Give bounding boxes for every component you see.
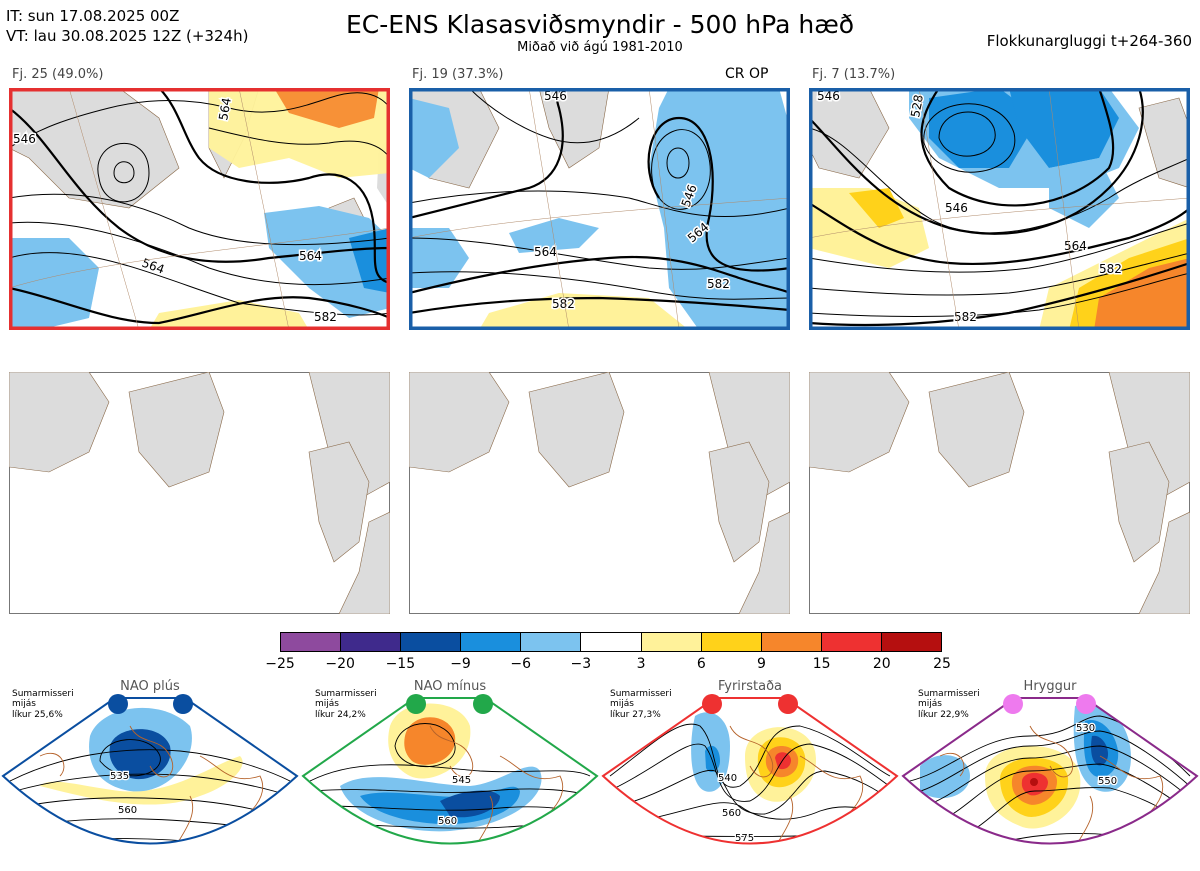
contour-label: 582 bbox=[314, 310, 337, 324]
regime-prob: líkur 24,2% bbox=[315, 710, 366, 720]
colorbar-swatch bbox=[581, 633, 642, 651]
base-map-3 bbox=[809, 372, 1190, 614]
regime-prob: líkur 25,6% bbox=[12, 710, 63, 720]
regime-name: Hryggur bbox=[1024, 679, 1078, 694]
regime-season: Sumarmisseri bbox=[12, 689, 74, 699]
regime-contour-label: 575 bbox=[1092, 839, 1111, 850]
colorbar-swatch bbox=[821, 633, 882, 651]
colorbar-tick: 9 bbox=[757, 656, 766, 672]
panel-2-op-label: CR OP bbox=[725, 66, 769, 82]
regime-contour-label: 575 bbox=[735, 833, 754, 844]
regime-prob: líkur 27,3% bbox=[610, 710, 661, 720]
regime-contour-label: 560 bbox=[722, 808, 741, 819]
regime-freq: mijás bbox=[12, 699, 36, 709]
contour-label: 564 bbox=[216, 97, 234, 122]
colorbar-tick: −25 bbox=[265, 656, 295, 672]
contour-label: 582 bbox=[1099, 262, 1122, 276]
regime-freq: mijás bbox=[918, 699, 942, 709]
regime-nao-plus: 535 560 NAO plús Sumarmisseri mijás líku… bbox=[1, 679, 299, 845]
colorbar-swatch bbox=[341, 633, 402, 651]
colorbar-swatch bbox=[701, 633, 762, 651]
colorbar-tick: −3 bbox=[570, 656, 592, 672]
regime-freq: mijás bbox=[315, 699, 339, 709]
regime-contour-label: 575 bbox=[448, 850, 467, 861]
regime-contour-label: 540 bbox=[718, 773, 737, 784]
colorbar-tick: −6 bbox=[510, 656, 532, 672]
regime-name: NAO plús bbox=[120, 679, 180, 694]
colorbar-swatch bbox=[641, 633, 702, 651]
colorbar-swatch bbox=[761, 633, 822, 651]
regime-season: Sumarmisseri bbox=[918, 689, 980, 699]
base-map-2 bbox=[409, 372, 790, 614]
contour-label: 546 bbox=[945, 201, 968, 215]
contour-label: 546 bbox=[13, 132, 36, 146]
regime-dot bbox=[778, 694, 798, 714]
contour-label: 546 bbox=[817, 89, 840, 103]
panel-3-label: Fj. 7 (13.7%) bbox=[812, 67, 896, 82]
panel-1-label: Fj. 25 (49.0%) bbox=[12, 67, 104, 82]
colorbar bbox=[280, 632, 942, 652]
regime-dot bbox=[702, 694, 722, 714]
regime-dot bbox=[406, 694, 426, 714]
contour-label: 582 bbox=[954, 310, 977, 324]
colorbar-swatch bbox=[401, 633, 462, 651]
header-info: IT: sun 17.08.2025 00Z VT: lau 30.08.202… bbox=[6, 6, 248, 46]
contour-label: 546 bbox=[544, 89, 567, 103]
colorbar-tick: 20 bbox=[872, 656, 891, 672]
regime-prob: líkur 22,9% bbox=[918, 710, 969, 720]
regime-season: Sumarmisseri bbox=[610, 689, 672, 699]
colorbar-tick: −20 bbox=[325, 656, 355, 672]
regime-fyrirstada: 540 560 575 Fyrirstaða Sumarmisseri mijá… bbox=[601, 679, 899, 845]
colorbar-tick: −9 bbox=[450, 656, 471, 672]
regime-contour-label: 545 bbox=[452, 775, 471, 786]
colorbar-ticks: −25 −20 −15 −9 −6 −3 3 6 9 15 20 25 bbox=[265, 656, 951, 674]
regime-name: Fyrirstaða bbox=[718, 679, 782, 694]
contour-label: 528 bbox=[908, 94, 926, 119]
regime-dot bbox=[1003, 694, 1023, 714]
cluster-map-2: 546 546 564 564 582 582 bbox=[409, 88, 790, 330]
colorbar-swatch bbox=[281, 633, 342, 651]
regime-contour-label: 550 bbox=[1098, 776, 1117, 787]
regime-contour-label: 560 bbox=[438, 816, 457, 827]
valid-time: VT: lau 30.08.2025 12Z (+324h) bbox=[6, 27, 249, 45]
colorbar-tick: 6 bbox=[696, 656, 706, 672]
regime-nao-minus: 545 560 575 NAO mínus Sumarmisseri mijás… bbox=[301, 679, 599, 861]
base-map-1 bbox=[9, 372, 390, 614]
contour-label: 582 bbox=[707, 277, 730, 291]
regime-hryggur: 530 550 575 Hryggur Sumarmisseri mijás l… bbox=[901, 679, 1199, 850]
regime-dot bbox=[1076, 694, 1096, 714]
contour-label: 564 bbox=[1064, 239, 1087, 253]
regime-freq: mijás bbox=[610, 699, 634, 709]
page-title: EC-ENS Klasasviðsmyndir - 500 hPa hæð bbox=[345, 10, 855, 39]
colorbar-tick: −15 bbox=[385, 656, 416, 672]
colorbar-tick: 15 bbox=[812, 656, 831, 672]
regime-dot bbox=[473, 694, 493, 714]
regime-name: NAO mínus bbox=[414, 679, 487, 694]
colorbar-swatch bbox=[521, 633, 582, 651]
panel-2-label: Fj. 19 (37.3%) bbox=[412, 67, 504, 82]
regime-contour-label: 535 bbox=[110, 771, 129, 782]
page-subtitle: Miðað við ágú 1981-2010 bbox=[517, 40, 683, 55]
colorbar-swatch bbox=[461, 633, 522, 651]
cluster-map-3: 546 528 546 564 582 582 bbox=[809, 88, 1190, 330]
colorbar-tick: 3 bbox=[636, 656, 646, 672]
colorbar-swatch bbox=[881, 633, 942, 651]
regime-contour-label: 560 bbox=[118, 805, 137, 816]
init-time: IT: sun 17.08.2025 00Z bbox=[6, 7, 180, 25]
regime-contour-label: 530 bbox=[1076, 723, 1095, 734]
regime-season: Sumarmisseri bbox=[315, 689, 377, 699]
contour-label: 564 bbox=[299, 249, 322, 263]
contour-label: 564 bbox=[534, 245, 557, 259]
contour-label: 582 bbox=[552, 297, 575, 311]
regime-dot bbox=[173, 694, 193, 714]
regime-dot bbox=[108, 694, 128, 714]
window-label: Flokkunargluggi t+264-360 bbox=[986, 32, 1192, 50]
colorbar-tick: 25 bbox=[933, 656, 951, 672]
cluster-map-1: 546 564 564 564 582 bbox=[9, 88, 390, 330]
